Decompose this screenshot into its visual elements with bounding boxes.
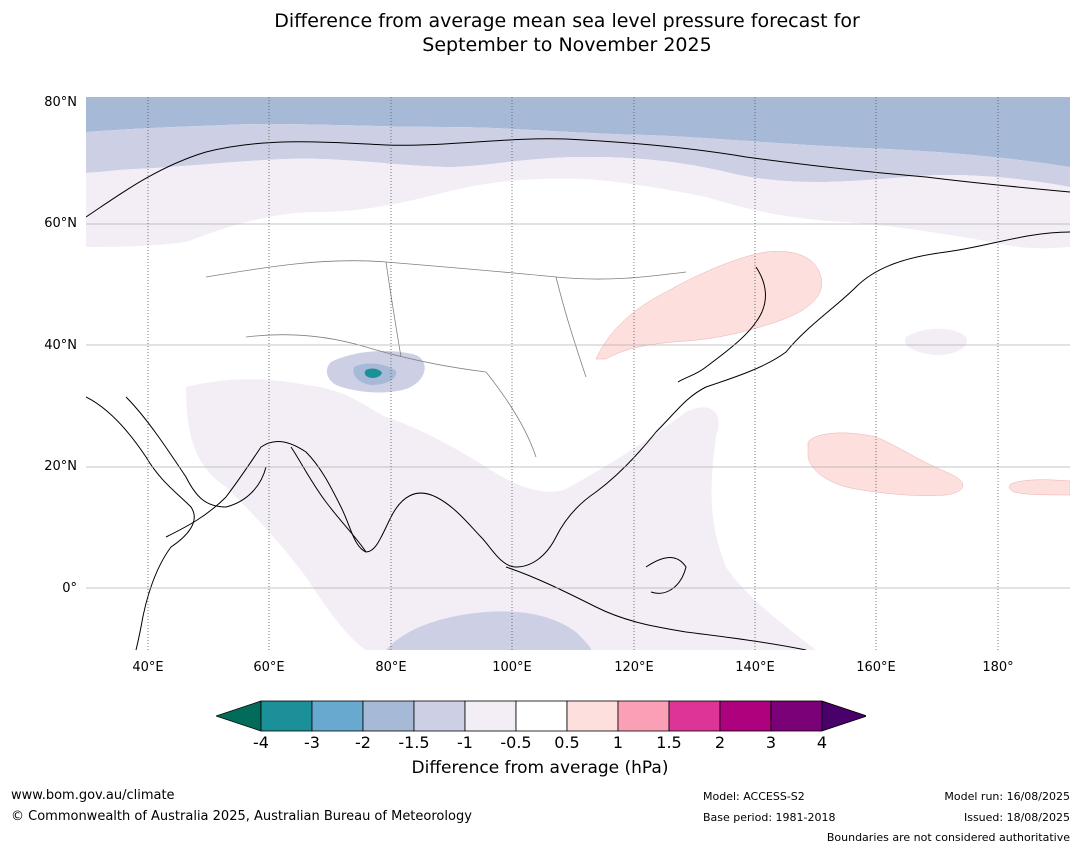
title-line-2: September to November 2025 (422, 34, 712, 56)
colorbar-segment (413, 700, 466, 732)
colorbar-tick-label: -1.5 (398, 733, 430, 752)
anomaly-positive-east-pacific (1008, 479, 1070, 496)
colorbar-segment (566, 700, 619, 732)
lat-label-60n: 60°N (44, 216, 77, 231)
colorbar-tick-label: 3 (765, 733, 777, 752)
colorbar-segments (216, 700, 866, 732)
colorbar-segment (464, 700, 517, 732)
lat-label-40n: 40°N (44, 338, 77, 353)
anomaly-band-minus-2 (86, 97, 1070, 167)
anomaly-mid-lilac (186, 379, 816, 650)
anomaly-south-lavender (386, 611, 591, 650)
colorbar-tick-label: 1 (612, 733, 624, 752)
colorbar-arrow-min (216, 700, 262, 732)
lat-label-20n: 20°N (44, 459, 77, 474)
anomaly-band-minus-1 (86, 157, 1070, 249)
title-line-1: Difference from average mean sea level p… (274, 10, 860, 32)
colorbar-segment (668, 700, 721, 732)
anomaly-tibet-core (364, 368, 382, 378)
colorbar-segment (260, 700, 313, 732)
lon-label-140e: 140°E (735, 660, 775, 675)
anomaly-arabia-lilac (206, 393, 321, 496)
colorbar-segment (362, 700, 415, 732)
coastline-eurasia (86, 138, 1070, 568)
colorbar-tick-label: 0.5 (554, 733, 580, 752)
coastline-india (290, 446, 367, 553)
forecast-map (86, 97, 1070, 650)
lon-label-80e: 80°E (375, 660, 407, 675)
coastline-africa (86, 396, 195, 650)
colorbar-tick-label: -3 (304, 733, 320, 752)
coastline-japan (677, 266, 766, 383)
colorbar-segment (311, 700, 364, 732)
issued-date: Issued: 18/08/2025 (963, 811, 1070, 824)
colorbar-tick-label: 2 (714, 733, 726, 752)
lat-label-80n: 80°N (44, 95, 77, 110)
boundaries-disclaimer: Boundaries are not considered authoritat… (826, 831, 1070, 844)
colorbar-tick-label: -4 (253, 733, 269, 752)
colorbar-tick-label: 1.5 (656, 733, 682, 752)
colorbar-tick-label: 4 (816, 733, 828, 752)
colorbar-tick-label: -0.5 (500, 733, 532, 752)
coastline-indonesia (505, 557, 807, 650)
lon-label-100e: 100°E (492, 660, 532, 675)
map-canvas (86, 97, 1070, 650)
lon-label-40e: 40°E (132, 660, 164, 675)
colorbar-segment (770, 700, 823, 732)
colorbar-tick-label: -1 (457, 733, 473, 752)
anomaly-pacific-lilac (905, 328, 967, 355)
gridlines (86, 101, 1070, 589)
colorbar-segment (617, 700, 670, 732)
colorbar-tick-label: -2 (355, 733, 371, 752)
anomaly-positive-pacific (807, 432, 964, 496)
country-borders (205, 260, 687, 458)
copyright-text: © Commonwealth of Australia 2025, Austra… (11, 809, 472, 824)
coastline-arabia (125, 396, 267, 508)
colorbar-label: Difference from average (hPa) (411, 758, 669, 778)
base-period: Base period: 1981-2018 (703, 811, 836, 824)
lat-label-0: 0° (62, 581, 77, 596)
model-name: Model: ACCESS-S2 (703, 790, 805, 803)
lon-label-120e: 120°E (614, 660, 654, 675)
colorbar (216, 700, 866, 732)
model-run-date: Model run: 16/08/2025 (944, 790, 1070, 803)
anomaly-band-minus-1-5 (86, 124, 1070, 187)
meridians (147, 97, 999, 650)
lon-label-60e: 60°E (253, 660, 285, 675)
lon-label-160e: 160°E (856, 660, 896, 675)
colorbar-segment (515, 700, 568, 732)
lon-label-180: 180° (982, 660, 1014, 675)
colorbar-segment (719, 700, 772, 732)
map-title: Difference from average mean sea level p… (0, 9, 1081, 57)
colorbar-arrow-max (821, 700, 866, 732)
anomaly-positive-east-asia (595, 251, 823, 360)
website-link[interactable]: www.bom.gov.au/climate (11, 788, 175, 803)
